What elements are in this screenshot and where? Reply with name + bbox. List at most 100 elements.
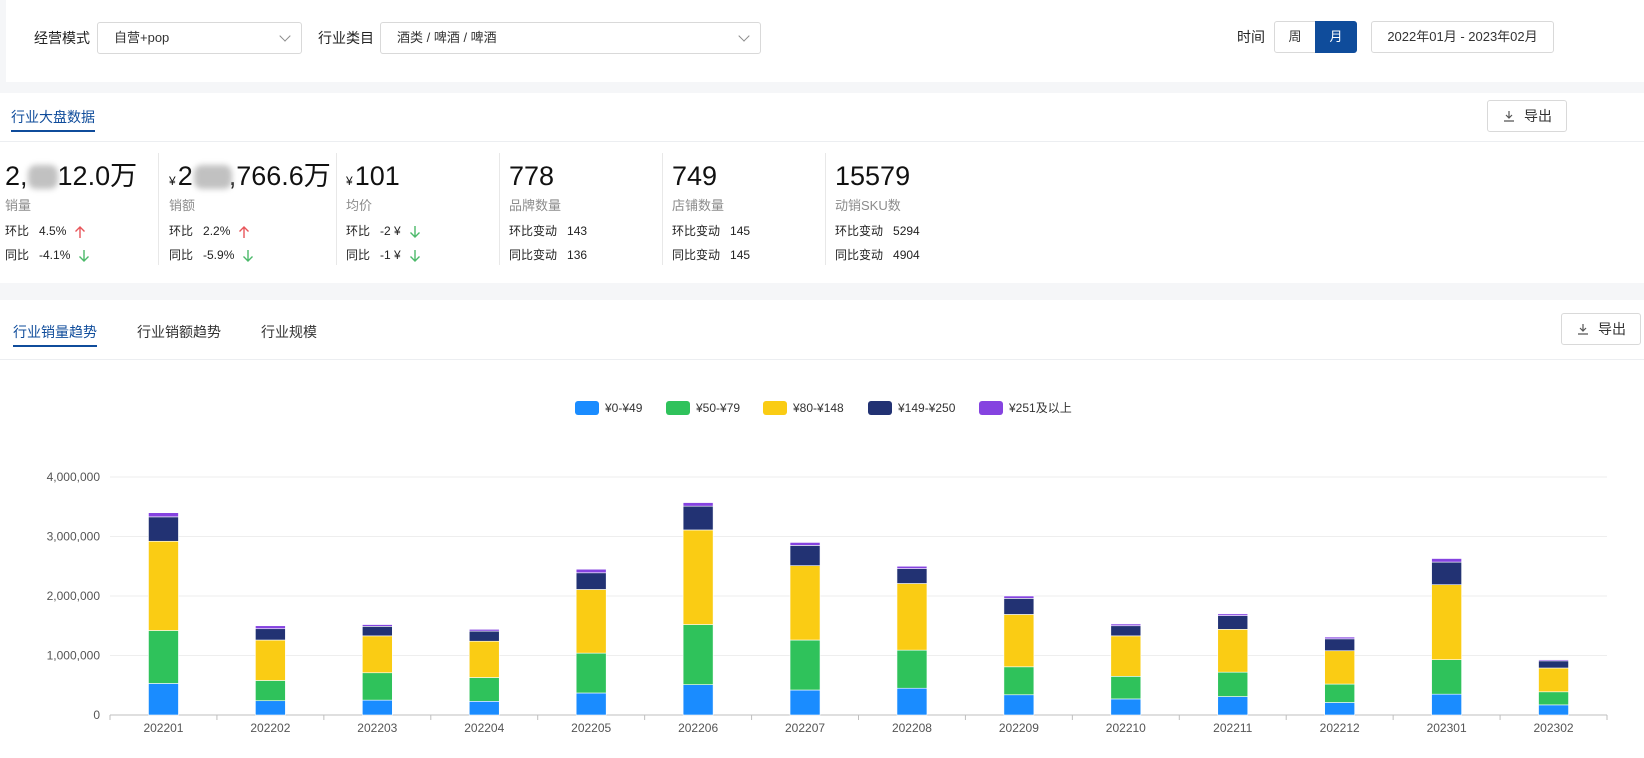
bar-segment <box>1003 614 1035 668</box>
legend-swatch <box>575 401 599 415</box>
bar-segment <box>468 629 500 632</box>
bar-segment <box>1003 598 1035 615</box>
trend-export-button[interactable]: 导出 <box>1561 313 1641 345</box>
bar-segment <box>789 545 821 566</box>
overview-export-button[interactable]: 导出 <box>1487 100 1567 132</box>
tab-sales-amount-trend[interactable]: 行业销额趋势 <box>137 324 221 340</box>
bar-segment <box>148 683 179 716</box>
bar-segment <box>682 529 714 625</box>
chevron-down-icon <box>738 30 750 42</box>
metric-value: 778 <box>509 161 555 191</box>
bar-segment <box>1324 636 1355 640</box>
bar-segment <box>1110 698 1142 716</box>
metric-yoy-row: 同比 -4.1% <box>5 247 90 263</box>
bar-segment <box>789 542 821 546</box>
bar-segment <box>1324 638 1355 652</box>
bar-segment <box>468 677 500 702</box>
month-toggle[interactable]: 月 <box>1315 21 1357 53</box>
x-tick-label: 202302 <box>1534 721 1574 735</box>
bar-segment <box>468 640 500 678</box>
divider <box>499 153 500 265</box>
x-tick-label: 202207 <box>785 721 825 735</box>
y-tick-label: 3,000,000 <box>47 530 101 544</box>
bar-segment <box>1217 613 1249 616</box>
bar-segment <box>362 699 393 716</box>
y-tick-label: 2,000,000 <box>47 589 101 603</box>
bar-segment <box>148 540 179 631</box>
x-tick-label: 202210 <box>1106 721 1146 735</box>
bar-segment <box>1003 666 1035 696</box>
divider <box>336 153 337 265</box>
bar-segment <box>255 680 286 702</box>
bar-segment <box>1431 659 1462 695</box>
mode-select[interactable]: 自营+pop <box>97 22 302 54</box>
y-tick-label: 0 <box>93 708 100 722</box>
metric-mom-row: 环比 -2 ¥ <box>346 223 421 239</box>
bar-segment <box>255 639 286 681</box>
bar-segment <box>682 502 714 507</box>
metric-mom-row: 环比 4.5% <box>5 223 86 239</box>
metric-name: 动销SKU数 <box>835 198 901 213</box>
metric-name: 店铺数量 <box>672 198 725 213</box>
x-tick-label: 202206 <box>678 721 718 735</box>
bar-segment <box>1324 702 1355 716</box>
bar-segment <box>1217 671 1249 697</box>
bar-segment <box>1217 696 1249 716</box>
bar-segment <box>1324 650 1355 685</box>
chevron-down-icon <box>279 30 291 42</box>
bar-segment <box>682 684 714 716</box>
arrow-down-icon <box>409 225 420 238</box>
bar-segment <box>148 630 179 684</box>
divider <box>0 359 1644 360</box>
bar-segment <box>1003 595 1035 599</box>
mode-label: 经营模式 <box>34 30 90 46</box>
metric-yoy-row: 同比变动 4904 <box>835 248 920 262</box>
bar-segment <box>575 589 607 654</box>
tab-sales-volume-trend[interactable]: 行业销量趋势 <box>13 324 97 347</box>
x-tick-label: 202201 <box>143 721 183 735</box>
x-tick-label: 202204 <box>464 721 504 735</box>
bar-segment <box>896 568 928 584</box>
date-range-picker[interactable]: 2022年01月 - 2023年02月 <box>1371 21 1554 53</box>
arrow-down-icon <box>243 249 254 262</box>
arrow-up-icon <box>239 225 250 238</box>
bar-segment <box>575 568 607 574</box>
download-icon <box>1578 324 1588 335</box>
bar-segment <box>1110 676 1142 700</box>
metric-mom-row: 环比变动 145 <box>672 224 751 238</box>
bar-segment <box>1431 693 1462 716</box>
metric-mom-row: 环比变动 143 <box>509 224 588 238</box>
x-tick-label: 202205 <box>571 721 611 735</box>
stacked-bar-chart: 0 1,000,000 2,000,000 3,000,000 4,000,000 202… <box>47 470 1608 735</box>
y-tick-label: 4,000,000 <box>47 470 101 484</box>
bar-segment <box>1538 704 1569 716</box>
bar-segment <box>1538 660 1569 669</box>
metric-name: 均价 <box>346 198 373 213</box>
legend-swatch <box>763 401 787 415</box>
metric-yoy-row: 同比 -5.9% <box>169 247 254 263</box>
download-icon <box>1504 111 1514 122</box>
bar-segment <box>575 572 607 590</box>
metric-value: 749 <box>672 161 718 191</box>
metric-sku-count: 15579 动销SKU数 环比变动 5294 同比变动 4904 <box>825 151 1005 269</box>
overview-panel: 行业大盘数据 导出 2, 12.0万 销量 环比 4.5% 同比 -4.1% ¥2,7… <box>0 93 1644 283</box>
x-tick-label: 202202 <box>250 721 290 735</box>
bar-segment <box>1431 584 1462 660</box>
bar-segment <box>255 625 286 630</box>
export-label: 导出 <box>1598 321 1626 337</box>
bar-segment <box>1324 683 1355 703</box>
divider <box>662 153 663 265</box>
metric-name: 销量 <box>5 198 32 213</box>
tab-industry-overview[interactable]: 行业大盘数据 <box>11 109 95 132</box>
category-select[interactable]: 酒类 / 啤酒 / 啤酒 <box>380 22 761 54</box>
bar-segment <box>1110 625 1142 637</box>
x-tick-label: 202212 <box>1320 721 1360 735</box>
tab-industry-scale[interactable]: 行业规模 <box>261 324 317 340</box>
blurred-redaction <box>194 165 232 189</box>
metric-yoy-row: 同比 -1 ¥ <box>346 247 421 263</box>
metric-avg-price: ¥101 均价 环比 -2 ¥ 同比 -1 ¥ <box>336 151 500 269</box>
divider <box>158 153 159 265</box>
metric-yoy-row: 同比变动 136 <box>509 248 588 262</box>
week-toggle[interactable]: 周 <box>1274 21 1316 53</box>
x-tick-label: 202203 <box>357 721 397 735</box>
